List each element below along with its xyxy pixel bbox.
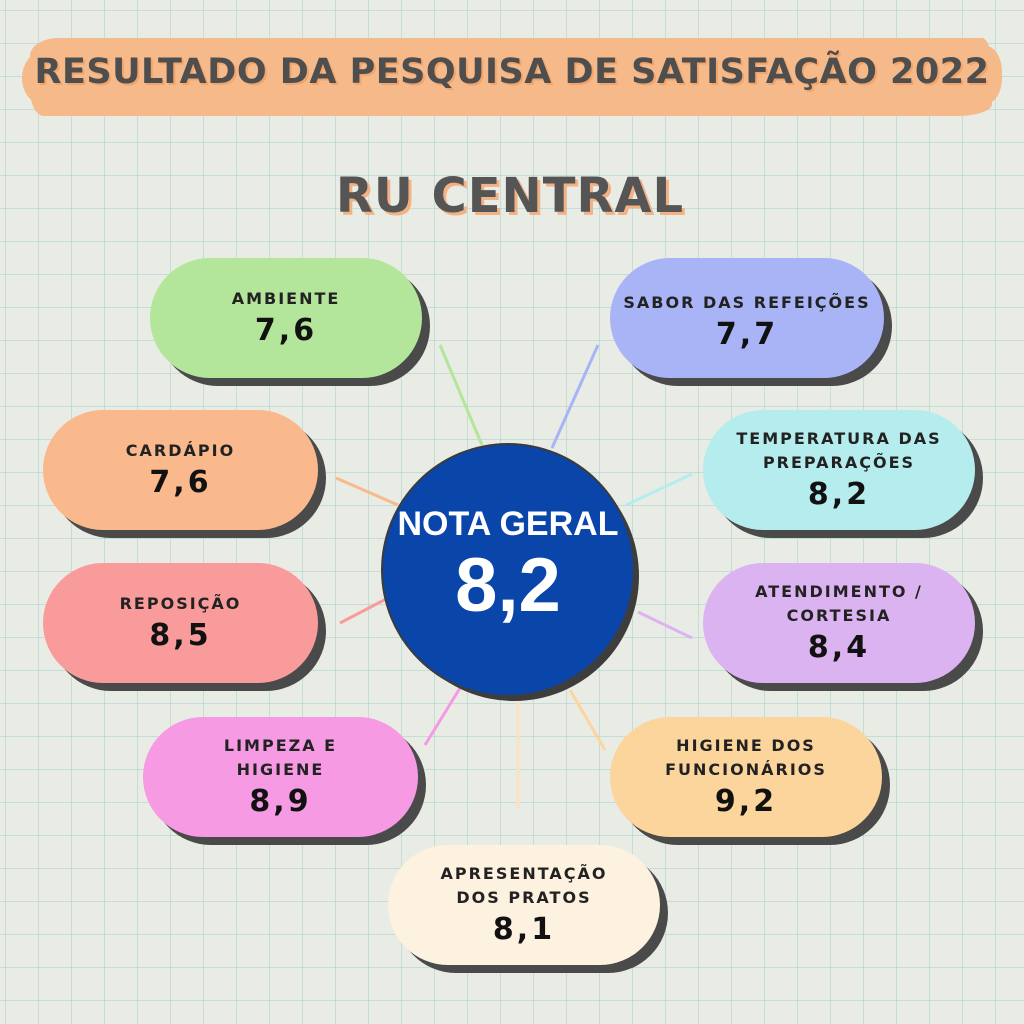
overall-score-circle: NOTA GERAL 8,2 bbox=[383, 445, 633, 695]
card-label: CARDÁPIO bbox=[125, 441, 236, 460]
card-ambiente: AMBIENTE 7,6 bbox=[150, 258, 422, 378]
connector-sabor bbox=[550, 344, 600, 449]
card-label: REPOSIÇÃO bbox=[119, 594, 242, 613]
card-value: 7,7 bbox=[715, 317, 779, 352]
card-value: 8,1 bbox=[492, 912, 556, 947]
connector-temperatura bbox=[625, 472, 693, 507]
card-reposicao: REPOSIÇÃO 8,5 bbox=[43, 563, 318, 683]
connector-reposicao bbox=[339, 596, 389, 625]
card-label: SABOR DAS REFEIÇÕES bbox=[623, 293, 871, 312]
card-label: HIGIENE DOS FUNCIONÁRIOS bbox=[665, 736, 827, 779]
card-value: 7,6 bbox=[149, 465, 212, 500]
card-label: APRESENTAÇÃO DOS PRATOS bbox=[440, 864, 608, 907]
card-cardapio: CARDÁPIO 7,6 bbox=[43, 410, 318, 530]
card-label: LIMPEZA E HIGIENE bbox=[223, 736, 338, 779]
card-value: 8,9 bbox=[249, 784, 312, 819]
card-temperatura-das-preparacoes: TEMPERATURA DAS PREPARAÇÕES 8,2 bbox=[703, 410, 975, 530]
connector-limpeza bbox=[423, 687, 462, 746]
connector-atendimento bbox=[637, 610, 693, 640]
page-subtitle: RU CENTRAL bbox=[335, 168, 685, 224]
card-higiene-dos-funcionarios: HIGIENE DOS FUNCIONÁRIOS 9,2 bbox=[610, 717, 882, 837]
connector-ambiente bbox=[438, 344, 484, 446]
card-value: 9,2 bbox=[714, 784, 778, 819]
card-value: 8,5 bbox=[149, 618, 212, 653]
card-limpeza-e-higiene: LIMPEZA E HIGIENE 8,9 bbox=[143, 717, 418, 837]
page-title: RESULTADO DA PESQUISA DE SATISFAÇÃO 2022 bbox=[34, 52, 990, 92]
card-label: TEMPERATURA DAS PREPARAÇÕES bbox=[736, 429, 942, 472]
card-label: ATENDIMENTO / CORTESIA bbox=[755, 582, 923, 625]
title-highlight bbox=[22, 38, 1002, 116]
card-value: 7,6 bbox=[254, 313, 318, 348]
card-value: 8,4 bbox=[807, 630, 871, 665]
card-apresentacao-dos-pratos: APRESENTAÇÃO DOS PRATOS 8,1 bbox=[388, 845, 660, 965]
connector-higiene bbox=[568, 689, 607, 751]
card-label: AMBIENTE bbox=[231, 289, 341, 308]
overall-score-label: NOTA GERAL bbox=[397, 505, 619, 543]
card-atendimento-cortesia: ATENDIMENTO / CORTESIA 8,4 bbox=[703, 563, 975, 683]
card-value: 8,2 bbox=[807, 477, 871, 512]
card-sabor-das-refeicoes: SABOR DAS REFEIÇÕES 7,7 bbox=[610, 258, 884, 378]
overall-score-value: 8,2 bbox=[455, 543, 561, 628]
connector-cardapio bbox=[335, 476, 399, 507]
